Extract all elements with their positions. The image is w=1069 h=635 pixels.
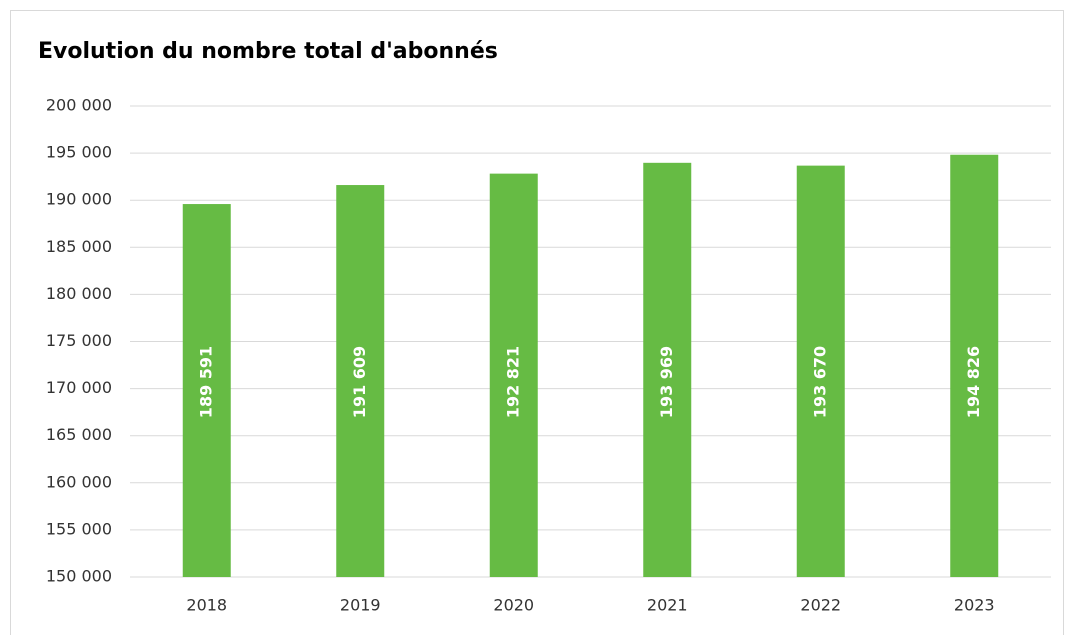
value-label: 193 969 (657, 346, 676, 418)
x-tick-label: 2022 (800, 596, 841, 615)
y-tick-label: 180 000 (46, 284, 112, 303)
value-label: 193 670 (810, 346, 829, 418)
value-label: 192 821 (503, 346, 522, 418)
x-tick-label: 2019 (340, 596, 381, 615)
y-tick-label: 150 000 (46, 567, 112, 586)
value-label: 191 609 (350, 346, 369, 418)
y-tick-label: 190 000 (46, 190, 112, 209)
x-tick-label: 2021 (647, 596, 688, 615)
bar (796, 165, 845, 577)
bar (643, 162, 692, 578)
y-tick-label: 160 000 (46, 472, 112, 491)
y-tick-label: 195 000 (46, 143, 112, 162)
bar (336, 185, 385, 577)
y-tick-label: 165 000 (46, 425, 112, 444)
bar (489, 173, 538, 578)
y-tick-label: 200 000 (46, 96, 112, 115)
y-tick-label: 185 000 (46, 237, 112, 256)
x-tick-label: 2018 (186, 596, 227, 615)
x-tick-label: 2020 (493, 596, 534, 615)
value-label: 194 826 (964, 346, 983, 418)
y-tick-label: 170 000 (46, 378, 112, 397)
y-tick-label: 155 000 (46, 519, 112, 538)
chart-title: Evolution du nombre total d'abonnés (38, 39, 498, 64)
y-tick-label: 175 000 (46, 331, 112, 350)
bar (950, 154, 999, 577)
x-tick-label: 2023 (954, 596, 995, 615)
bar (182, 204, 231, 577)
value-label: 189 591 (196, 346, 215, 418)
